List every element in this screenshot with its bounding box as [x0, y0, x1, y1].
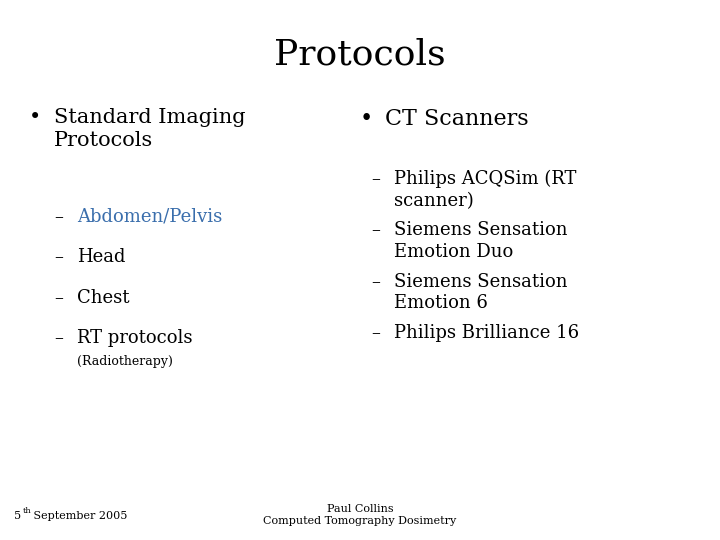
Text: Philips ACQSim (RT
scanner): Philips ACQSim (RT scanner): [394, 170, 576, 210]
Text: Philips Brilliance 16: Philips Brilliance 16: [394, 324, 579, 342]
Text: Paul Collins: Paul Collins: [327, 504, 393, 514]
Text: th: th: [22, 507, 31, 515]
Text: –: –: [54, 208, 63, 226]
Text: (Radiotherapy): (Radiotherapy): [77, 355, 173, 368]
Text: –: –: [371, 324, 379, 342]
Text: Head: Head: [77, 248, 125, 266]
Text: –: –: [54, 289, 63, 307]
Text: 5: 5: [14, 511, 22, 521]
Text: Siemens Sensation
Emotion 6: Siemens Sensation Emotion 6: [394, 273, 567, 312]
Text: –: –: [371, 170, 379, 188]
Text: Chest: Chest: [77, 289, 130, 307]
Text: Protocols: Protocols: [274, 38, 446, 72]
Text: Siemens Sensation
Emotion Duo: Siemens Sensation Emotion Duo: [394, 221, 567, 261]
Text: CT Scanners: CT Scanners: [385, 108, 528, 130]
Text: Abdomen/Pelvis: Abdomen/Pelvis: [77, 208, 222, 226]
Text: Standard Imaging
Protocols: Standard Imaging Protocols: [54, 108, 246, 151]
Text: –: –: [371, 273, 379, 291]
Text: RT protocols: RT protocols: [77, 329, 192, 347]
Text: •: •: [29, 108, 41, 127]
Text: –: –: [371, 221, 379, 239]
Text: Computed Tomography Dosimetry: Computed Tomography Dosimetry: [264, 516, 456, 526]
Text: –: –: [54, 248, 63, 266]
Text: •: •: [360, 108, 373, 130]
Text: –: –: [54, 329, 63, 347]
Text: September 2005: September 2005: [30, 511, 127, 521]
